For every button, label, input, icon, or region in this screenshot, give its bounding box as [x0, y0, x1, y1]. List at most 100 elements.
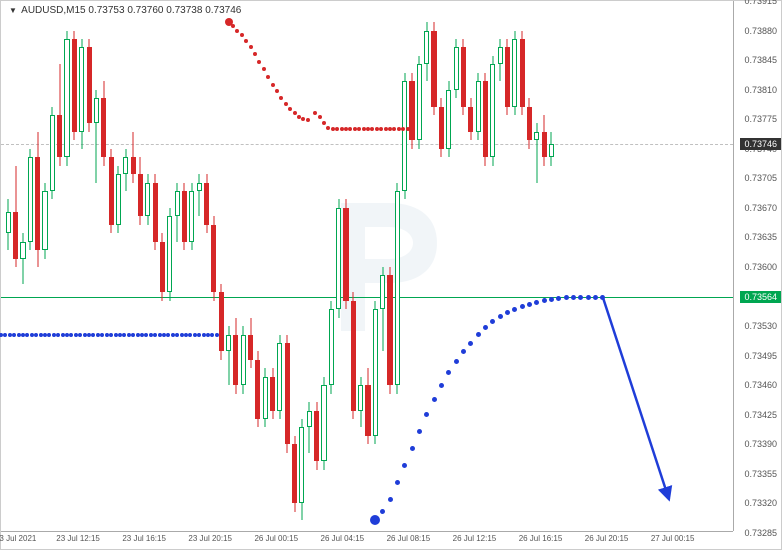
candle [20, 233, 25, 284]
indicator-dot-blue [61, 333, 65, 337]
price-0: 0.73753 [88, 5, 124, 16]
candle [329, 301, 334, 394]
indicator-dot-red [348, 127, 352, 131]
indicator-dot-blue [549, 297, 554, 302]
indicator-dot-blue [593, 295, 598, 300]
indicator-dot-blue [39, 333, 43, 337]
chart-plot-area[interactable] [1, 1, 733, 531]
y-axis-tick: 0.73425 [744, 410, 777, 420]
x-axis-tick: 26 Jul 08:15 [387, 534, 431, 543]
indicator-dot-red [313, 111, 317, 115]
indicator-dot-blue [21, 333, 25, 337]
candle [439, 98, 444, 157]
indicator-dot-red [388, 127, 392, 131]
indicator-dot-blue [166, 333, 170, 337]
indicator-dot-blue [87, 333, 91, 337]
indicator-dot-red [262, 67, 266, 71]
candle [417, 56, 422, 149]
candle [94, 90, 99, 183]
candle [490, 56, 495, 166]
indicator-dot-blue [74, 333, 78, 337]
candle [263, 368, 268, 427]
candle [402, 73, 407, 200]
candle [219, 284, 224, 360]
candle [270, 368, 275, 419]
projection-arrow [1, 1, 735, 533]
indicator-dot-blue [395, 480, 400, 485]
y-axis-tick: 0.73915 [744, 0, 777, 6]
y-axis-tick: 0.73845 [744, 55, 777, 65]
indicator-dot-blue [215, 333, 219, 337]
indicator-dot-blue [153, 333, 157, 337]
indicator-dot-red [344, 127, 348, 131]
indicator-dot-blue [556, 296, 561, 301]
indicator-dot-blue [43, 333, 47, 337]
indicator-dot-blue [432, 397, 437, 402]
chart-header: ▼ AUDUSD,M15 0.73753 0.73760 0.73738 0.7… [9, 5, 241, 16]
indicator-dot-blue [600, 295, 605, 300]
y-axis-tick: 0.73355 [744, 469, 777, 479]
indicator-dot-blue [454, 359, 459, 364]
indicator-dot-blue [410, 446, 415, 451]
indicator-dot-blue [127, 333, 131, 337]
candle [101, 81, 106, 165]
indicator-dot-blue [476, 332, 481, 337]
candle [505, 39, 510, 115]
x-axis-tick: 27 Jul 00:15 [651, 534, 695, 543]
candle [468, 98, 473, 140]
indicator-dot-blue [206, 333, 210, 337]
candle [476, 73, 481, 141]
indicator-dot-blue [69, 333, 73, 337]
candle [189, 183, 194, 251]
indicator-dot-red [397, 127, 401, 131]
x-axis-tick: 26 Jul 12:15 [453, 534, 497, 543]
chart-container: ▼ AUDUSD,M15 0.73753 0.73760 0.73738 0.7… [0, 0, 782, 550]
candle [42, 183, 47, 259]
candle [285, 335, 290, 453]
candle [409, 73, 414, 149]
indicator-dot-blue [193, 333, 197, 337]
indicator-dot-blue [210, 333, 214, 337]
y-axis-tick: 0.73285 [744, 528, 777, 538]
candle [498, 39, 503, 81]
price-3: 0.73746 [205, 5, 241, 16]
dropdown-icon[interactable]: ▼ [9, 6, 17, 15]
y-axis-tick: 0.73600 [744, 262, 777, 272]
indicator-dot-blue [534, 300, 539, 305]
indicator-dot-red [406, 127, 410, 131]
y-axis-tick: 0.73635 [744, 232, 777, 242]
indicator-dot-red [326, 126, 330, 130]
indicator-dot-blue [171, 333, 175, 337]
indicator-dot-red [318, 115, 322, 119]
y-axis-tick: 0.73670 [744, 203, 777, 213]
indicator-dot-blue [446, 370, 451, 375]
indicator-dot-red [253, 52, 257, 56]
candle [138, 157, 143, 225]
indicator-dot-blue [175, 333, 179, 337]
indicator-dot-blue [417, 429, 422, 434]
indicator-dot-blue [586, 295, 591, 300]
candle [35, 132, 40, 267]
indicator-dot-blue [498, 314, 503, 319]
x-axis-tick: 23 Jul 20:15 [188, 534, 232, 543]
symbol-label: AUDUSD,M15 [21, 5, 85, 16]
candle [373, 301, 378, 445]
candle [446, 81, 451, 157]
indicator-dot-blue [34, 333, 38, 337]
indicator-dot-blue [402, 463, 407, 468]
candle [175, 183, 180, 242]
y-axis-tick: 0.73495 [744, 351, 777, 361]
x-axis-tick: 26 Jul 20:15 [585, 534, 629, 543]
candle [79, 39, 84, 149]
indicator-dot-blue [439, 383, 444, 388]
indicator-dot-red [275, 89, 279, 93]
indicator-dot-blue [564, 295, 569, 300]
candle [6, 199, 11, 250]
candle [542, 115, 547, 166]
indicator-dot-blue [461, 349, 466, 354]
indicator-dot-blue [114, 333, 118, 337]
candle [527, 98, 532, 149]
candle [307, 402, 312, 453]
indicator-dot-blue [100, 333, 104, 337]
current-price-label: 0.73746 [740, 138, 781, 150]
